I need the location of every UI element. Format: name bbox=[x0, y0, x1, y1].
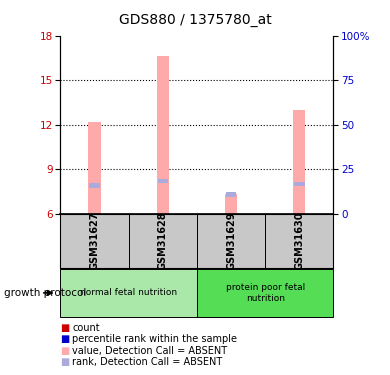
Text: count: count bbox=[72, 323, 100, 333]
Text: value, Detection Call = ABSENT: value, Detection Call = ABSENT bbox=[72, 346, 227, 355]
Text: GSM31629: GSM31629 bbox=[226, 212, 236, 270]
Text: ■: ■ bbox=[60, 346, 70, 355]
Bar bbox=[157, 56, 169, 214]
Bar bbox=[197, 269, 333, 317]
Text: GSM31628: GSM31628 bbox=[158, 211, 168, 270]
Bar bbox=[294, 182, 305, 186]
Text: GSM31630: GSM31630 bbox=[294, 212, 304, 270]
Bar bbox=[89, 183, 100, 188]
Bar bbox=[60, 214, 129, 268]
Text: ■: ■ bbox=[60, 357, 70, 367]
Bar bbox=[265, 214, 333, 268]
Text: normal fetal nutrition: normal fetal nutrition bbox=[80, 288, 177, 297]
Bar bbox=[225, 195, 237, 214]
Text: ■: ■ bbox=[60, 334, 70, 344]
Text: percentile rank within the sample: percentile rank within the sample bbox=[72, 334, 237, 344]
Text: GDS880 / 1375780_at: GDS880 / 1375780_at bbox=[119, 13, 271, 27]
Text: GSM31627: GSM31627 bbox=[90, 212, 99, 270]
Bar bbox=[89, 122, 101, 214]
Text: ■: ■ bbox=[60, 323, 70, 333]
Bar bbox=[158, 179, 168, 183]
Bar bbox=[60, 269, 197, 317]
Text: protein poor fetal
nutrition: protein poor fetal nutrition bbox=[225, 283, 305, 303]
Bar bbox=[129, 214, 197, 268]
Bar bbox=[293, 110, 305, 214]
Bar bbox=[197, 214, 265, 268]
Text: growth protocol: growth protocol bbox=[4, 288, 86, 298]
Bar bbox=[226, 192, 236, 196]
Text: rank, Detection Call = ABSENT: rank, Detection Call = ABSENT bbox=[72, 357, 222, 367]
